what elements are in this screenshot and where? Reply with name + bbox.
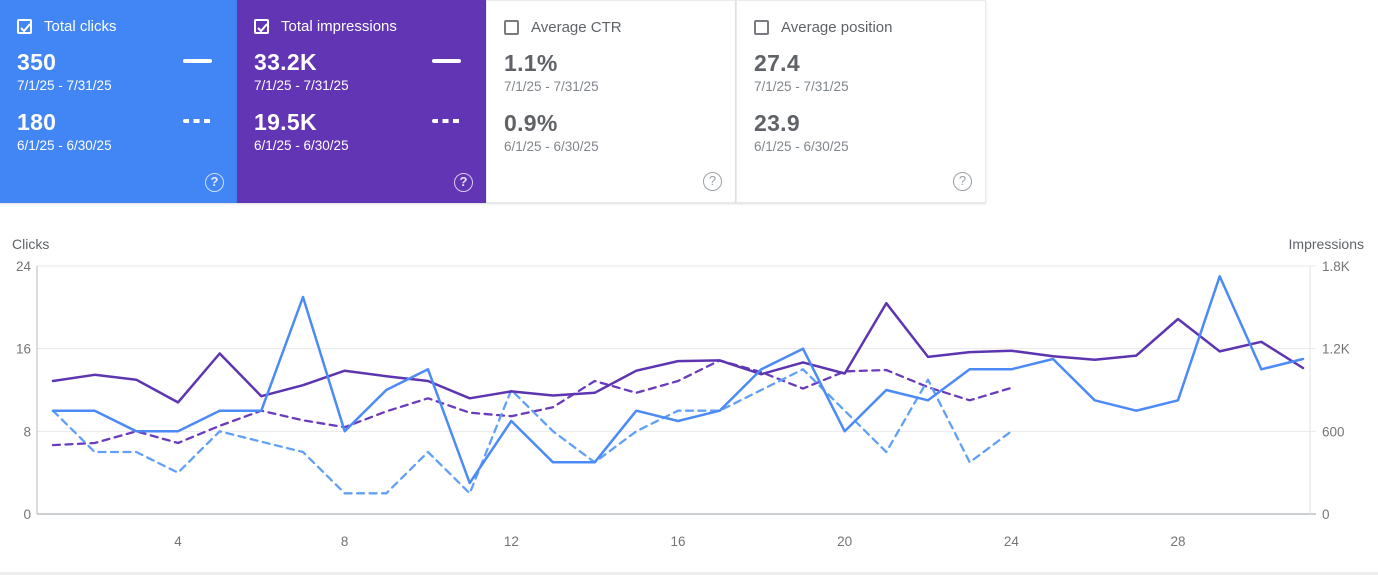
left-axis-tick-label: 24	[16, 259, 32, 274]
checkmark-icon	[257, 23, 268, 33]
card-title: Average CTR	[531, 19, 622, 36]
metric-range-previous: 6/1/25 - 6/30/25	[254, 138, 349, 153]
checkbox-total-impressions[interactable]	[254, 19, 269, 34]
dashed-line-indicator	[183, 119, 212, 123]
metric-card-total-clicks[interactable]: Total clicks 350 7/1/25 - 7/31/25 180 6/…	[0, 0, 237, 203]
help-icon[interactable]: ?	[703, 172, 722, 191]
help-icon[interactable]: ?	[205, 173, 224, 192]
metric-value-previous: 19.5K	[254, 109, 317, 135]
checkbox-average-ctr[interactable]	[504, 20, 519, 35]
x-axis-tick-label: 8	[341, 534, 349, 549]
metric-value-current: 1.1%	[504, 50, 558, 76]
card-title: Total impressions	[281, 18, 397, 35]
impressions-current-line	[51, 301, 1305, 404]
x-axis-tick-label: 4	[174, 534, 182, 549]
checkbox-total-clicks[interactable]	[17, 19, 32, 34]
x-axis-tick-label: 24	[1004, 534, 1020, 549]
metric-range-previous: 6/1/25 - 6/30/25	[504, 139, 599, 154]
left-axis-tick-label: 8	[23, 424, 31, 439]
metric-value-current: 350	[17, 49, 57, 75]
dashed-line-indicator	[432, 119, 461, 123]
clicks-previous-line	[51, 368, 1013, 495]
x-axis-tick-label: 16	[670, 534, 685, 549]
performance-chart[interactable]: Clicks Impressions 0 0 8 600 16 1.2K 24 1.8K 4 8 12 1…	[0, 230, 1378, 575]
metric-range-current: 7/1/25 - 7/31/25	[504, 79, 599, 94]
metric-range-previous: 6/1/25 - 6/30/25	[17, 138, 112, 153]
card-title: Average position	[781, 19, 893, 36]
solid-line-indicator	[432, 59, 461, 63]
right-axis-tick-label: 600	[1322, 424, 1345, 439]
metric-range-previous: 6/1/25 - 6/30/25	[754, 139, 849, 154]
clicks-current-line	[51, 275, 1305, 485]
x-axis-tick-label: 12	[504, 534, 519, 549]
metric-cards-row: Total clicks 350 7/1/25 - 7/31/25 180 6/…	[0, 0, 986, 203]
metric-card-total-impressions[interactable]: Total impressions 33.2K 7/1/25 - 7/31/25…	[237, 0, 486, 203]
card-title: Total clicks	[44, 18, 117, 35]
left-axis-tick-label: 16	[16, 342, 31, 357]
right-axis-tick-label: 0	[1322, 507, 1330, 522]
right-axis-tick-label: 1.2K	[1322, 342, 1350, 357]
checkmark-icon	[20, 23, 31, 33]
right-axis-tick-label: 1.8K	[1322, 259, 1350, 274]
metric-card-average-position[interactable]: Average position 27.4 7/1/25 - 7/31/25 2…	[736, 0, 986, 203]
metric-value-previous: 180	[17, 109, 57, 135]
metric-range-current: 7/1/25 - 7/31/25	[254, 78, 349, 93]
page-bottom-edge	[0, 572, 1378, 575]
help-icon[interactable]: ?	[953, 172, 972, 191]
metric-range-current: 7/1/25 - 7/31/25	[17, 78, 112, 93]
impressions-previous-line	[51, 359, 1013, 447]
solid-line-indicator	[183, 59, 212, 63]
metric-value-previous: 0.9%	[504, 110, 558, 136]
left-axis-title: Clicks	[12, 236, 49, 252]
metric-range-current: 7/1/25 - 7/31/25	[754, 79, 849, 94]
right-axis-title: Impressions	[1289, 236, 1364, 252]
checkbox-average-position[interactable]	[754, 20, 769, 35]
metric-value-current: 27.4	[754, 50, 800, 76]
metric-card-average-ctr[interactable]: Average CTR 1.1% 7/1/25 - 7/31/25 0.9% 6…	[486, 0, 736, 203]
help-icon[interactable]: ?	[454, 173, 473, 192]
metric-value-previous: 23.9	[754, 110, 800, 136]
metric-value-current: 33.2K	[254, 49, 317, 75]
x-axis-tick-label: 20	[837, 534, 852, 549]
left-axis-tick-label: 0	[23, 507, 31, 522]
x-axis-tick-label: 28	[1170, 534, 1185, 549]
